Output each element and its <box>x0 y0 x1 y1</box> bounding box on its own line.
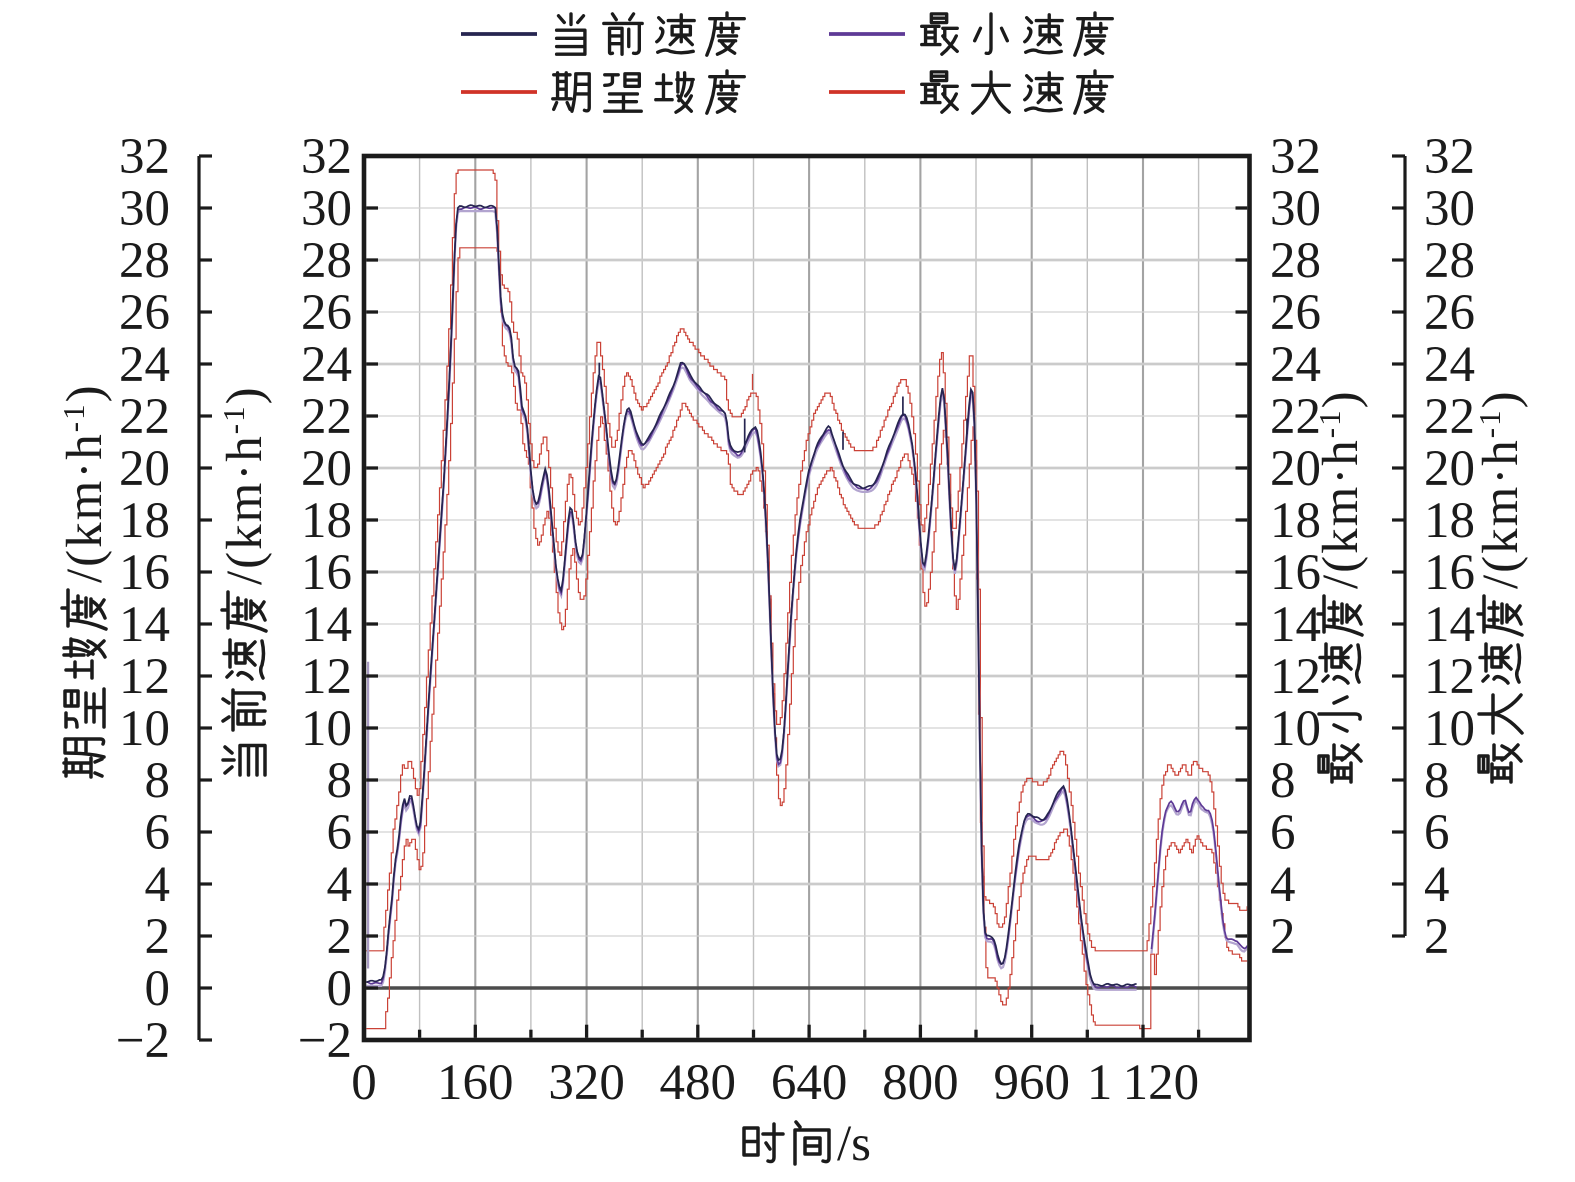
svg-text:30: 30 <box>1270 181 1321 237</box>
svg-text:20: 20 <box>1270 441 1321 497</box>
svg-text:10: 10 <box>119 701 170 757</box>
svg-text:28: 28 <box>1270 233 1321 289</box>
svg-text:0: 0 <box>351 1055 377 1111</box>
svg-text:4: 4 <box>145 857 171 913</box>
svg-text:16: 16 <box>301 545 352 601</box>
svg-text:18: 18 <box>119 493 170 549</box>
svg-text:28: 28 <box>119 233 170 289</box>
svg-text:32: 32 <box>119 129 170 185</box>
svg-text:8: 8 <box>1270 753 1296 809</box>
svg-text:14: 14 <box>301 597 352 653</box>
svg-text:800: 800 <box>882 1055 959 1111</box>
svg-text:16: 16 <box>1424 545 1475 601</box>
svg-text:2: 2 <box>1424 909 1450 965</box>
svg-text:26: 26 <box>1424 285 1475 341</box>
svg-text:24: 24 <box>1270 337 1321 393</box>
svg-text:26: 26 <box>1270 285 1321 341</box>
svg-text:4: 4 <box>1270 857 1296 913</box>
svg-text:28: 28 <box>1424 233 1475 289</box>
svg-text:960: 960 <box>993 1055 1070 1111</box>
svg-text:6: 6 <box>145 805 171 861</box>
svg-text:10: 10 <box>1270 701 1321 757</box>
svg-text:0: 0 <box>327 961 353 1017</box>
svg-text:20: 20 <box>119 441 170 497</box>
svg-text:24: 24 <box>1424 337 1475 393</box>
svg-text:160: 160 <box>437 1055 514 1111</box>
svg-text:12: 12 <box>1270 649 1321 705</box>
svg-text:32: 32 <box>301 129 352 185</box>
svg-text:32: 32 <box>1424 129 1475 185</box>
svg-text:18: 18 <box>301 493 352 549</box>
svg-text:1 120: 1 120 <box>1087 1055 1199 1111</box>
svg-text:−2: −2 <box>298 1013 352 1069</box>
svg-text:14: 14 <box>119 597 170 653</box>
svg-text:8: 8 <box>145 753 171 809</box>
svg-text:28: 28 <box>301 233 352 289</box>
svg-text:/s: /s <box>837 1116 871 1172</box>
svg-text:20: 20 <box>301 441 352 497</box>
svg-text:32: 32 <box>1270 129 1321 185</box>
svg-text:22: 22 <box>1270 389 1321 445</box>
svg-text:24: 24 <box>119 337 170 393</box>
svg-text:22: 22 <box>119 389 170 445</box>
svg-text:8: 8 <box>1424 753 1450 809</box>
svg-text:20: 20 <box>1424 441 1475 497</box>
svg-text:30: 30 <box>1424 181 1475 237</box>
svg-text:8: 8 <box>327 753 353 809</box>
svg-text:4: 4 <box>1424 857 1450 913</box>
svg-text:12: 12 <box>301 649 352 705</box>
svg-text:26: 26 <box>301 285 352 341</box>
svg-text:2: 2 <box>327 909 353 965</box>
svg-text:6: 6 <box>1424 805 1450 861</box>
svg-text:10: 10 <box>1424 701 1475 757</box>
svg-text:320: 320 <box>548 1055 625 1111</box>
svg-text:2: 2 <box>145 909 171 965</box>
svg-text:16: 16 <box>119 545 170 601</box>
svg-text:16: 16 <box>1270 545 1321 601</box>
svg-text:6: 6 <box>1270 805 1296 861</box>
svg-text:30: 30 <box>301 181 352 237</box>
svg-text:2: 2 <box>1270 909 1296 965</box>
svg-text:24: 24 <box>301 337 352 393</box>
svg-text:14: 14 <box>1424 597 1475 653</box>
svg-text:−2: −2 <box>116 1013 170 1069</box>
svg-text:4: 4 <box>327 857 353 913</box>
svg-text:26: 26 <box>119 285 170 341</box>
svg-text:30: 30 <box>119 181 170 237</box>
svg-text:12: 12 <box>119 649 170 705</box>
svg-text:14: 14 <box>1270 597 1321 653</box>
svg-text:18: 18 <box>1270 493 1321 549</box>
svg-text:18: 18 <box>1424 493 1475 549</box>
svg-text:6: 6 <box>327 805 353 861</box>
svg-text:480: 480 <box>660 1055 737 1111</box>
svg-text:22: 22 <box>1424 389 1475 445</box>
svg-text:640: 640 <box>771 1055 848 1111</box>
svg-text:12: 12 <box>1424 649 1475 705</box>
svg-text:0: 0 <box>145 961 171 1017</box>
svg-text:10: 10 <box>301 701 352 757</box>
svg-text:22: 22 <box>301 389 352 445</box>
